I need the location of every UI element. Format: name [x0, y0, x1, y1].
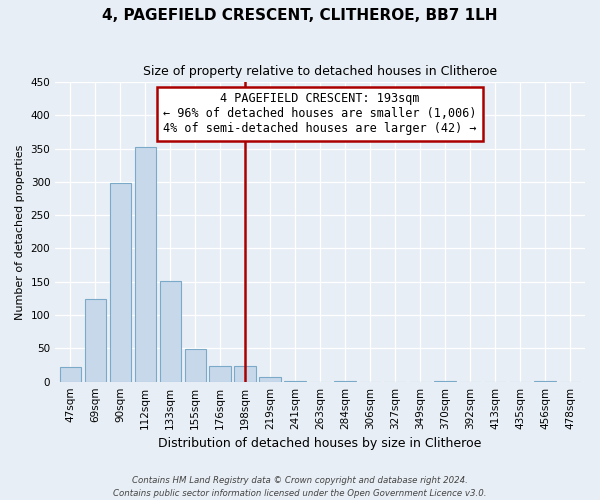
Text: 4 PAGEFIELD CRESCENT: 193sqm
← 96% of detached houses are smaller (1,006)
4% of : 4 PAGEFIELD CRESCENT: 193sqm ← 96% of de… [163, 92, 477, 136]
Bar [160, 281, 181, 382]
Text: 4, PAGEFIELD CRESCENT, CLITHEROE, BB7 1LH: 4, PAGEFIELD CRESCENT, CLITHEROE, BB7 1L… [102, 8, 498, 22]
Title: Size of property relative to detached houses in Clitheroe: Size of property relative to detached ho… [143, 65, 497, 78]
Bar [209, 366, 231, 382]
Bar [259, 377, 281, 382]
Bar [110, 183, 131, 382]
Bar [535, 381, 556, 382]
Bar [434, 381, 455, 382]
Bar [185, 349, 206, 382]
Y-axis label: Number of detached properties: Number of detached properties [15, 144, 25, 320]
Bar [334, 381, 356, 382]
Bar [235, 366, 256, 382]
Text: Contains HM Land Registry data © Crown copyright and database right 2024.
Contai: Contains HM Land Registry data © Crown c… [113, 476, 487, 498]
Bar [59, 367, 81, 382]
Bar [284, 381, 306, 382]
Bar [85, 299, 106, 382]
X-axis label: Distribution of detached houses by size in Clitheroe: Distribution of detached houses by size … [158, 437, 482, 450]
Bar [134, 146, 156, 382]
